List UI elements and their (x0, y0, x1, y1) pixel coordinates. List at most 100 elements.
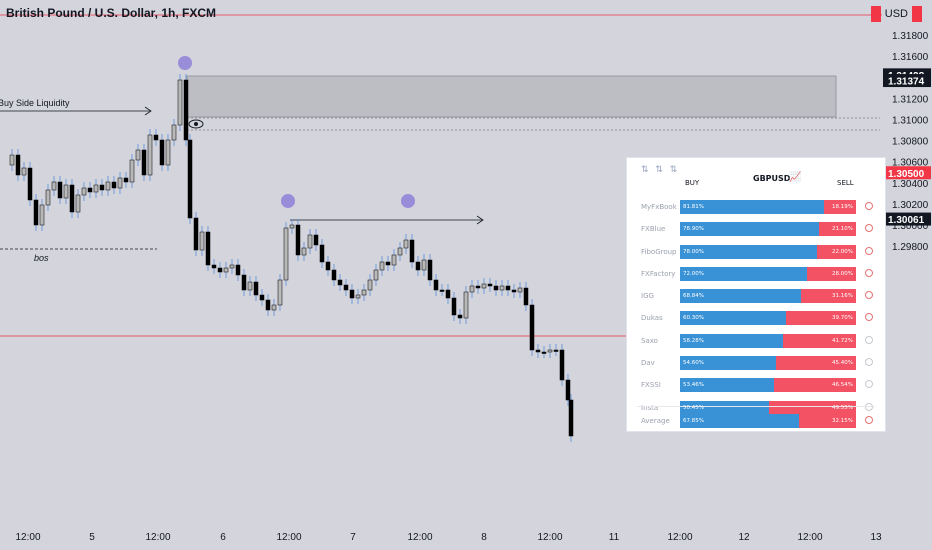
average-row: Average 67.85% 32.15% (627, 410, 885, 432)
list-item[interactable]: MyFxBook 81.81% 18.19% (627, 196, 885, 218)
list-item[interactable]: FiboGroup 78.00% 22.00% (627, 241, 885, 263)
sentiment-bar: 72.00% 28.00% (680, 266, 856, 281)
list-item[interactable]: Insta 50.45% 49.55% (627, 397, 885, 419)
candle-body (373, 269, 379, 281)
swing-high-marker[interactable] (178, 56, 192, 70)
buy-bar: 67.85% (680, 414, 800, 428)
candle-body (111, 181, 117, 189)
panel-header: ⇅ ⇅ ⇅ BUY GBPUSD 📈 SELL (627, 158, 885, 196)
time-tick-label: 12:00 (145, 532, 170, 543)
price-label-badge: 1.30061 (883, 212, 931, 226)
candle-body (487, 283, 493, 287)
candle-body (427, 259, 433, 281)
candle-body (283, 227, 289, 281)
status-icon[interactable] (865, 380, 873, 389)
price-tick-label: 1.31200 (892, 94, 929, 105)
arrow-head-icon (144, 106, 152, 116)
candle-body (565, 379, 571, 401)
list-item[interactable]: IGG 68.84% 31.16% (627, 285, 885, 307)
candle-body (259, 294, 265, 301)
candle-body (75, 194, 81, 213)
candle-body (568, 399, 574, 437)
price-tick-label: 1.30200 (892, 200, 929, 211)
status-icon[interactable] (865, 313, 873, 322)
alert-icon (912, 6, 922, 22)
chart-icon[interactable]: 📈 (789, 172, 802, 183)
candle-body (361, 289, 367, 296)
price-tick-label: 1.31600 (892, 52, 929, 63)
list-item[interactable]: Saxo 58.28% 41.72% (627, 330, 885, 352)
buy-bar: 53.46% (680, 378, 775, 393)
list-item[interactable]: Dav 54.60% 45.40% (627, 352, 885, 374)
status-icon[interactable] (865, 416, 873, 424)
buy-bar: 54.60% (680, 356, 777, 371)
candle-body (183, 79, 189, 141)
candle-body (81, 187, 87, 196)
time-tick-label: 8 (481, 532, 487, 543)
time-tick-label: 13 (870, 532, 882, 543)
candle-body (39, 204, 45, 226)
candle-body (391, 254, 397, 266)
candle-body (141, 149, 147, 176)
candle-body (199, 231, 205, 251)
candle-body (409, 239, 415, 263)
candle-body (499, 285, 505, 291)
status-icon[interactable] (865, 202, 873, 210)
candle-body (171, 124, 177, 141)
candle-body (15, 154, 21, 176)
price-label-text: 1.30061 (888, 215, 925, 226)
candle-body (457, 314, 463, 319)
buy-bar: 68.84% (680, 289, 802, 304)
sentiment-bar: 81.81% 18.19% (680, 200, 856, 214)
list-item[interactable]: Average 67.85% 32.15% (627, 410, 885, 432)
sell-bar: 32.15% (799, 414, 856, 428)
time-axis[interactable]: 12:00 5 12:00 6 12:00 7 12:00 8 12:00 11 12:00 12 12… (15, 532, 882, 543)
price-tick-label: 1.30800 (892, 137, 929, 148)
list-item[interactable]: FXFactory 72.00% 28.00% (627, 263, 885, 285)
status-icon[interactable] (865, 335, 873, 344)
candle-body (541, 351, 547, 354)
sentiment-rows: MyFxBook 81.81% 18.19% FXBlue 78.90% 21.10% Fi… (627, 196, 885, 419)
time-tick-label: 5 (89, 532, 95, 543)
candle-body (177, 79, 183, 126)
list-item[interactable]: FXSSI 53.46% 46.54% (627, 374, 885, 396)
swing-high-marker[interactable] (401, 194, 415, 208)
candle-body (187, 139, 193, 219)
time-tick-label: 12:00 (797, 532, 822, 543)
candle-body (367, 279, 373, 291)
candle-body (223, 267, 229, 273)
status-icon[interactable] (865, 224, 873, 233)
status-icon[interactable] (865, 358, 873, 367)
price-tick-label: 1.31000 (892, 116, 929, 127)
eye-icon[interactable] (188, 119, 204, 129)
sort-icon[interactable]: ⇅ ⇅ ⇅ (641, 165, 680, 175)
sell-bar: 18.19% (823, 200, 856, 214)
price-axis[interactable]: 1.31800 1.31600 1.31200 1.31000 1.30800 1.306… (883, 31, 931, 253)
candle-body (379, 261, 385, 271)
candle-body (229, 264, 235, 269)
status-icon[interactable] (865, 246, 873, 255)
candle-body (45, 189, 51, 206)
candle-body (415, 261, 421, 271)
list-item[interactable]: FXBlue 78.90% 21.10% (627, 218, 885, 240)
status-icon[interactable] (865, 268, 873, 277)
liquidity-zone[interactable] (186, 75, 837, 118)
candle-body (159, 139, 165, 166)
list-item[interactable]: Dukas 60.30% 39.70% (627, 307, 885, 329)
buy-bar: 81.81% (680, 200, 824, 214)
swing-high-marker[interactable] (281, 194, 295, 208)
candle-body (241, 274, 247, 291)
candle-body (529, 304, 535, 351)
buy-header: BUY (685, 179, 700, 187)
candle-body (559, 349, 565, 381)
sell-bar: 49.55% (768, 400, 856, 415)
currency-badge[interactable]: USD (870, 6, 922, 22)
status-icon[interactable] (865, 291, 873, 300)
candle-body (63, 184, 69, 199)
candle-body (421, 259, 427, 271)
candle-body (129, 159, 135, 183)
buy-bar: 72.00% (680, 266, 807, 281)
buy-bar: 50.45% (680, 400, 769, 415)
candle-body (523, 287, 529, 306)
